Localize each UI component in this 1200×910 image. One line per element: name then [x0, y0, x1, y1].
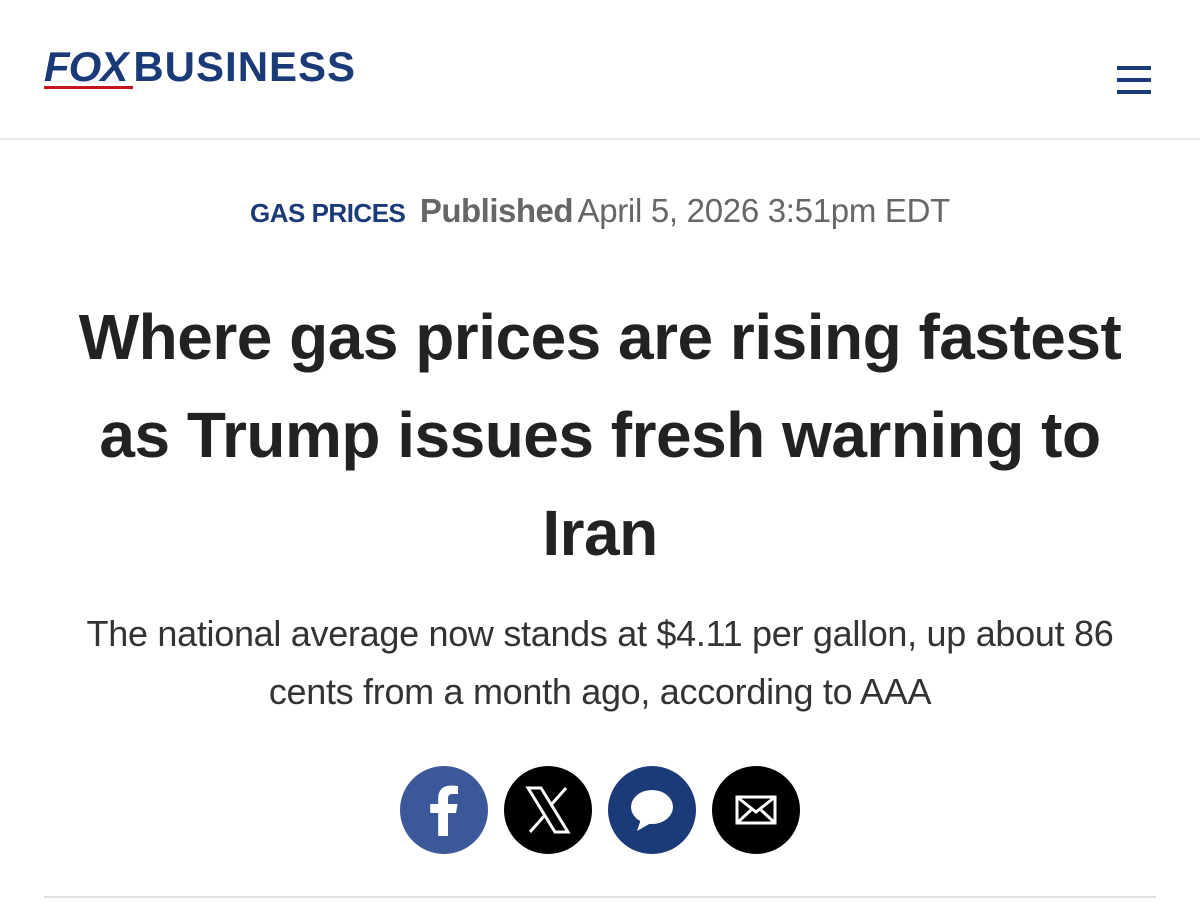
site-header: FOX BUSINESS [0, 0, 1200, 140]
category[interactable]: GAS PRICES [250, 198, 406, 228]
published-label: Published [419, 192, 574, 229]
menu-bar [1117, 78, 1151, 82]
logo-section: BUSINESS [133, 43, 357, 90]
logo-brand: FOX [44, 46, 134, 89]
subheadline: The national average now stands at $4.11… [86, 613, 1114, 712]
share-facebook[interactable] [400, 766, 488, 854]
share-bar [0, 766, 1200, 854]
divider [44, 896, 1156, 898]
headline: Where gas prices are rising fastest as T… [78, 301, 1122, 569]
menu-bar [1117, 90, 1151, 94]
menu-bar [1117, 66, 1151, 70]
share-x[interactable] [504, 766, 592, 854]
logo[interactable]: FOX BUSINESS [44, 43, 357, 90]
published-date: April 5, 2026 3:51pm EDT [577, 192, 950, 229]
share-email[interactable] [712, 766, 800, 854]
menu-button[interactable] [1117, 66, 1151, 94]
article-meta: GAS PRICES Published April 5, 2026 3:51p… [0, 192, 1200, 230]
share-comment[interactable] [608, 766, 696, 854]
